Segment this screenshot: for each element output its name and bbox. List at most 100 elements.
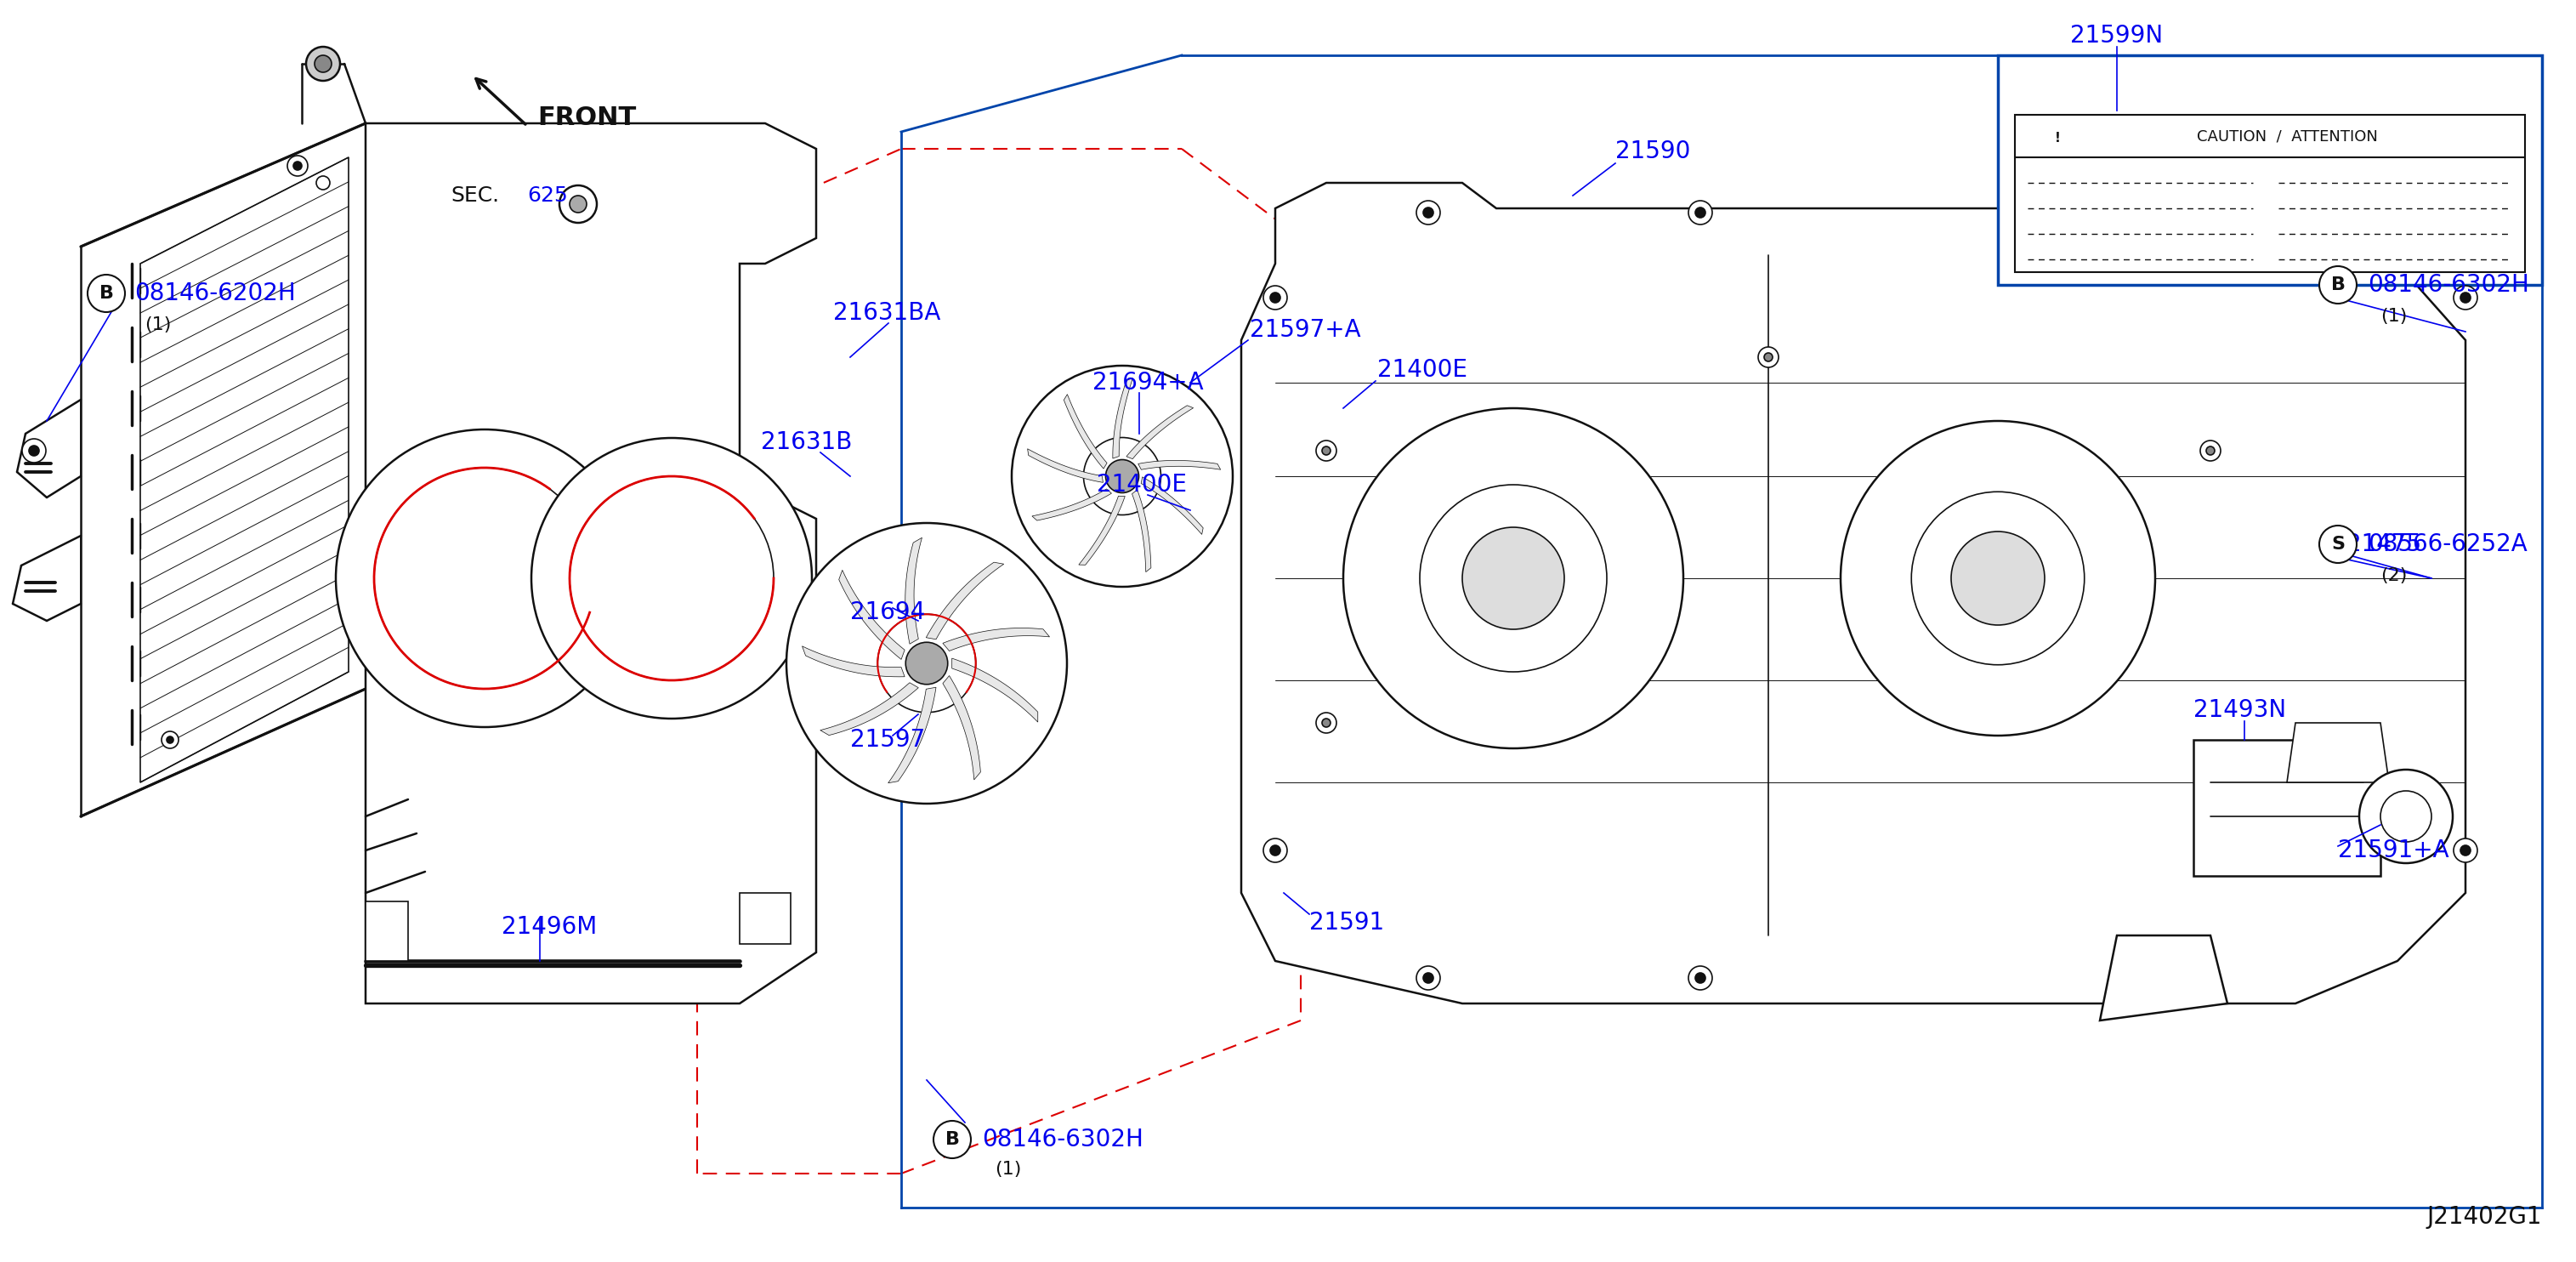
Polygon shape <box>1139 461 1221 469</box>
Polygon shape <box>1131 490 1151 572</box>
Text: 21599N: 21599N <box>2071 24 2164 48</box>
Circle shape <box>1262 285 1288 309</box>
Circle shape <box>1911 492 2084 665</box>
Circle shape <box>933 1121 971 1159</box>
Circle shape <box>1321 447 1332 456</box>
Polygon shape <box>739 893 791 944</box>
Polygon shape <box>840 570 904 660</box>
Circle shape <box>317 175 330 189</box>
Polygon shape <box>1113 379 1133 458</box>
Text: 21694+A: 21694+A <box>1092 371 1203 395</box>
Text: (1): (1) <box>144 317 170 333</box>
Circle shape <box>1687 201 1713 225</box>
Circle shape <box>88 275 126 312</box>
Circle shape <box>2200 440 2221 461</box>
Text: B: B <box>2331 276 2344 293</box>
Circle shape <box>2460 293 2470 303</box>
Circle shape <box>167 737 173 743</box>
Text: 08146-6202H: 08146-6202H <box>134 281 296 305</box>
Text: 08146-6302H: 08146-6302H <box>981 1128 1144 1151</box>
Circle shape <box>307 47 340 81</box>
Text: 21631B: 21631B <box>760 430 853 454</box>
Polygon shape <box>1028 449 1103 482</box>
Circle shape <box>314 56 332 72</box>
Text: CAUTION  /  ATTENTION: CAUTION / ATTENTION <box>2197 129 2378 144</box>
Polygon shape <box>366 124 817 1003</box>
Text: 21597: 21597 <box>850 728 925 752</box>
Bar <box>2014 115 2524 273</box>
Bar <box>1999 56 2543 285</box>
Text: (1): (1) <box>2380 308 2406 324</box>
Text: 21631BA: 21631BA <box>832 302 940 324</box>
Text: 08146-6302H: 08146-6302H <box>2367 273 2530 297</box>
Circle shape <box>1422 207 1432 218</box>
Circle shape <box>2380 791 2432 842</box>
Text: 21694: 21694 <box>850 601 925 625</box>
Circle shape <box>1973 555 2022 602</box>
Circle shape <box>2452 285 2478 309</box>
Polygon shape <box>366 901 407 960</box>
Text: 625: 625 <box>528 186 567 206</box>
Circle shape <box>2360 770 2452 863</box>
Circle shape <box>531 438 811 718</box>
Circle shape <box>1084 438 1162 515</box>
Circle shape <box>1695 973 1705 983</box>
Polygon shape <box>1079 496 1126 565</box>
Text: B: B <box>98 285 113 302</box>
Circle shape <box>1342 408 1682 748</box>
Text: S: S <box>2331 536 2344 553</box>
Circle shape <box>2205 447 2215 456</box>
Polygon shape <box>2287 723 2388 782</box>
Text: 21590: 21590 <box>1615 140 1690 163</box>
Circle shape <box>294 162 301 170</box>
Circle shape <box>1759 347 1777 367</box>
Circle shape <box>162 732 178 748</box>
Polygon shape <box>889 688 935 782</box>
Polygon shape <box>801 646 904 676</box>
Circle shape <box>2452 838 2478 862</box>
Polygon shape <box>819 683 920 736</box>
Circle shape <box>786 522 1066 804</box>
Polygon shape <box>904 538 922 644</box>
Circle shape <box>1270 846 1280 856</box>
Polygon shape <box>2099 935 2228 1021</box>
Polygon shape <box>2043 121 2071 146</box>
Bar <box>2192 740 2380 876</box>
Text: 21496M: 21496M <box>502 915 598 939</box>
Circle shape <box>1422 973 1432 983</box>
Circle shape <box>1270 293 1280 303</box>
Circle shape <box>1765 353 1772 361</box>
Circle shape <box>23 439 46 463</box>
Text: !: ! <box>2056 131 2061 144</box>
Circle shape <box>878 615 976 713</box>
Circle shape <box>1463 528 1564 630</box>
Text: 21493N: 21493N <box>2192 698 2287 722</box>
Text: 21400E: 21400E <box>1378 358 1468 382</box>
Circle shape <box>1417 965 1440 989</box>
Text: 21597+A: 21597+A <box>1249 318 1360 342</box>
Text: 08566-6252A: 08566-6252A <box>2367 533 2527 557</box>
Circle shape <box>1687 965 1713 989</box>
Text: (1): (1) <box>994 1161 1020 1177</box>
Text: SEC.: SEC. <box>451 186 500 206</box>
Polygon shape <box>943 628 1048 651</box>
Circle shape <box>1012 366 1234 587</box>
Circle shape <box>559 186 598 223</box>
Circle shape <box>1316 713 1337 733</box>
Text: B: B <box>945 1131 958 1148</box>
Circle shape <box>335 429 634 727</box>
Text: 21400E: 21400E <box>1097 473 1188 497</box>
Circle shape <box>907 642 948 684</box>
Polygon shape <box>1033 488 1110 520</box>
Text: 21475: 21475 <box>2347 533 2421 557</box>
Circle shape <box>2318 266 2357 304</box>
Polygon shape <box>1242 183 2465 1003</box>
Polygon shape <box>1064 394 1108 468</box>
Circle shape <box>1950 531 2045 625</box>
Circle shape <box>2318 525 2357 563</box>
Circle shape <box>28 445 39 456</box>
Polygon shape <box>1141 477 1203 534</box>
Text: 21591+A: 21591+A <box>2339 838 2450 862</box>
Circle shape <box>1842 422 2156 736</box>
Circle shape <box>1105 459 1139 492</box>
